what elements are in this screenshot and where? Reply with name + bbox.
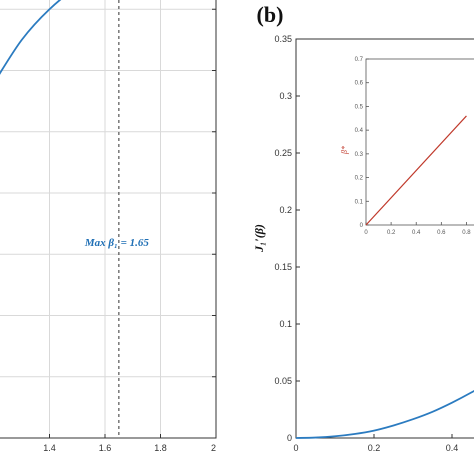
inset-x-tick-label: 0.2	[387, 230, 396, 236]
x-tick-label: 1.4	[43, 443, 56, 453]
inset-y-tick-label: 0.3	[355, 152, 364, 158]
y-tick-label: 0.2	[279, 205, 292, 215]
y-tick-label: 0.35	[274, 34, 292, 44]
x-tick-label: 0.4	[446, 443, 459, 453]
y-tick-label: 0.25	[274, 148, 292, 158]
inset-series-line	[365, 115, 467, 226]
x-tick-label: 2	[211, 443, 216, 453]
inset-y-tick-label: 0.1	[355, 199, 364, 205]
plot-frame	[295, 38, 474, 439]
inset-y-tick-label: 0.2	[355, 176, 364, 182]
x-tick-label: 0.2	[368, 443, 381, 453]
y-axis-label: J₁′(β)	[252, 224, 266, 253]
inset-frame	[365, 58, 474, 226]
y-tick-label: 0.05	[274, 376, 292, 386]
panel-b: 0 0.05 0.1 0.15 0.2 0.25 0.3 0.35 0 0.2 0.4 J₁′(β)	[252, 34, 474, 453]
series-line	[295, 389, 474, 439]
y-tick-label: 0.15	[274, 262, 292, 272]
inset-y-tick-label: 0	[360, 223, 364, 229]
y-tick-label: 0.3	[279, 91, 292, 101]
x-tick-label: 0	[293, 443, 298, 453]
inset-y-axis-label: β*	[340, 146, 349, 155]
panel-b-inset: 0 0.1 0.2 0.3 0.4 0.5 0.6 0.7 0 0.2 0.4 0.6 0.8 β*	[340, 57, 474, 236]
inset-y-tick-label: 0.7	[355, 57, 364, 63]
panel-a: 1.4 1.6 1.8 2 Max β₁ = 1.65	[0, 0, 217, 453]
inset-y-tick-label: 0.6	[355, 81, 364, 87]
x-tick-label: 1.8	[154, 443, 167, 453]
inset-x-tick-label: 0.8	[462, 230, 471, 236]
x-tick-label: 1.6	[99, 443, 112, 453]
inset-x-tick-label: 0.4	[412, 230, 421, 236]
inset-x-tick-label: 0.6	[437, 230, 446, 236]
series-line	[0, 0, 62, 75]
y-tick-label: 0	[287, 433, 292, 443]
inset-y-tick-label: 0.4	[355, 128, 364, 134]
panel-b-label: (b)	[257, 2, 284, 27]
y-tick-label: 0.1	[279, 319, 292, 329]
plot-frame	[0, 0, 217, 439]
inset-y-tick-label: 0.5	[355, 104, 364, 110]
max-annotation: Max β₁ = 1.65	[84, 237, 150, 249]
inset-x-tick-label: 0	[364, 230, 368, 236]
